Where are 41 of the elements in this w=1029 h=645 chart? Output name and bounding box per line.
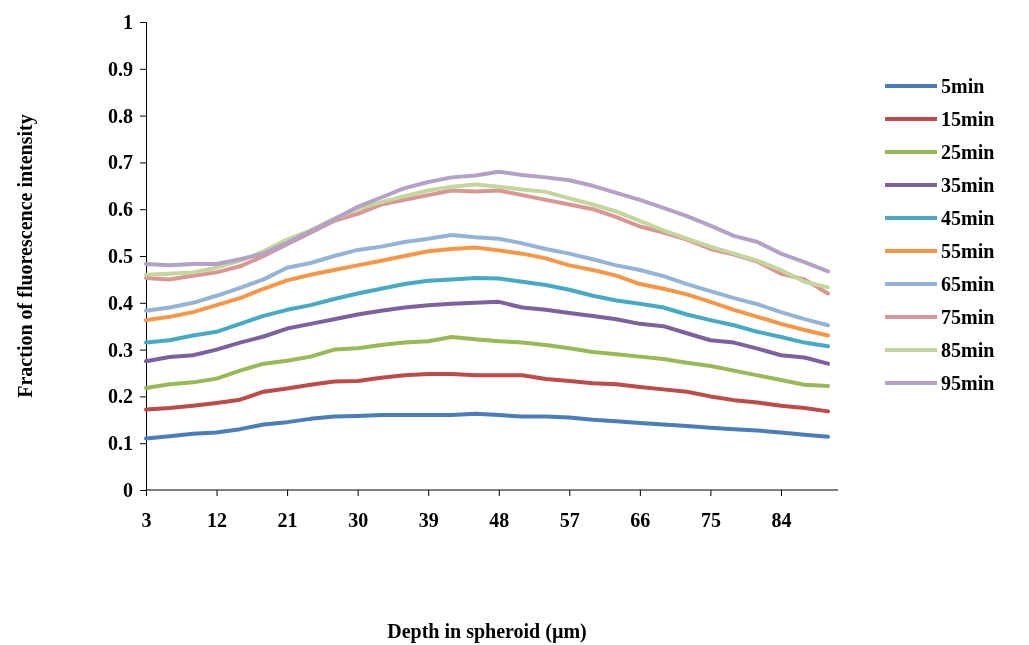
legend-label: 5min [941, 75, 985, 97]
y-tick-label: 0.8 [108, 104, 133, 127]
line-series [144, 276, 830, 349]
legend-label: 55min [941, 240, 995, 262]
y-axis-title: Fraction of fluorescence intensity [14, 114, 37, 398]
x-tick-label: 84 [771, 509, 792, 531]
y-tick-label: 0.1 [108, 432, 133, 455]
x-tick-label: 75 [700, 509, 721, 531]
line-series [144, 299, 830, 366]
line-series [144, 411, 830, 441]
legend-label: 45min [941, 207, 995, 229]
legend-label: 65min [941, 273, 995, 295]
x-axis-title: Depth in spheroid (µm) [387, 620, 587, 643]
y-tick-label: 0 [123, 478, 133, 501]
x-tick-label: 57 [559, 509, 580, 531]
x-tick-label: 66 [630, 509, 651, 531]
y-tick-label: 1 [123, 10, 133, 33]
line-series [144, 371, 830, 414]
x-tick-label: 30 [348, 509, 369, 531]
x-tick-label: 3 [141, 509, 152, 531]
legend-label: 35min [941, 174, 995, 196]
legend-label: 85min [941, 339, 995, 361]
y-tick-label: 0.9 [108, 57, 133, 80]
y-tick-label: 0.4 [108, 291, 133, 314]
x-tick-label: 48 [489, 509, 510, 531]
line-series [144, 169, 830, 274]
x-tick-label: 21 [277, 509, 298, 531]
legend-label: 75min [941, 306, 995, 328]
x-tick-label: 12 [207, 509, 228, 531]
line-series [144, 245, 830, 338]
y-tick-label: 0.2 [108, 385, 133, 408]
legend-label: 95min [941, 372, 995, 394]
y-tick-label: 0.5 [108, 244, 133, 267]
line-series [144, 232, 830, 328]
line-series [144, 334, 830, 390]
legend-label: 25min [941, 141, 995, 163]
legend-label: 15min [941, 108, 995, 130]
x-tick-label: 39 [418, 509, 439, 531]
y-tick-label: 0.7 [108, 151, 133, 174]
y-tick-label: 0.6 [108, 198, 133, 221]
y-tick-label: 0.3 [108, 338, 133, 361]
